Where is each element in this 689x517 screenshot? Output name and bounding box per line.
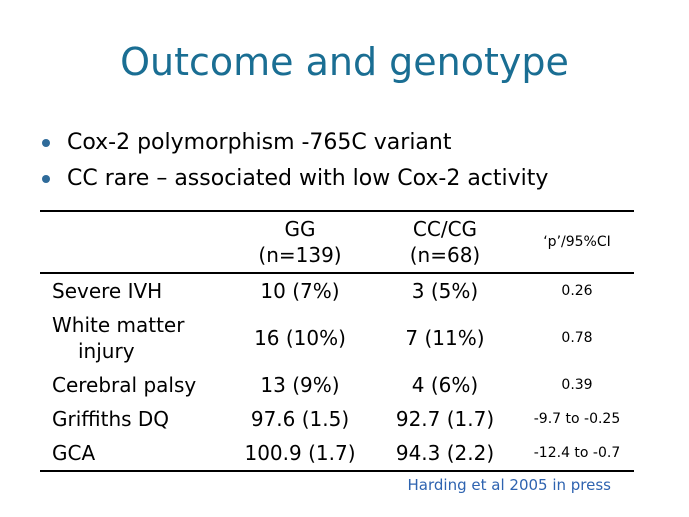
row-label: White matter injury [40, 308, 230, 368]
citation: Harding et al 2005 in press [407, 476, 611, 494]
header-p-ci: ‘p’/95%CI [543, 234, 611, 250]
bullet-item: Cox-2 polymorphism -765C variant [40, 125, 548, 161]
table-header-row: GG (n=139) CC/CG (n=68) ‘p’/95%CI [40, 211, 634, 273]
cell-gg: 10 (7%) [260, 279, 340, 303]
cell-gg: 100.9 (1.7) [244, 441, 356, 465]
table-row: GCA 100.9 (1.7) 94.3 (2.2) -12.4 to -0.7 [40, 436, 634, 471]
header-gg: GG (n=139) [230, 211, 370, 273]
table-row: Severe IVH 10 (7%) 3 (5%) 0.26 [40, 273, 634, 308]
row-label: GCA [52, 441, 96, 465]
table-row: White matter injury 16 (10%) 7 (11%) 0.7… [40, 308, 634, 368]
cell-cc-cg: 4 (6%) [411, 373, 479, 397]
cell-gg: 13 (9%) [260, 373, 340, 397]
bullet-dot-icon [42, 139, 50, 147]
header-empty [40, 211, 230, 273]
cell-p-ci: 0.39 [561, 377, 593, 393]
row-label-line1: White matter [52, 313, 185, 337]
cell-gg: 97.6 (1.5) [250, 407, 350, 431]
row-label: Cerebral palsy [52, 373, 197, 397]
row-label: Severe IVH [52, 279, 163, 303]
cell-cc-cg: 92.7 (1.7) [395, 407, 495, 431]
bullet-text: CC rare – associated with low Cox-2 acti… [67, 166, 549, 191]
row-label: Griffiths DQ [52, 407, 170, 431]
cell-p-ci: 0.78 [561, 330, 593, 346]
header-cc-cg: CC/CG (n=68) [370, 211, 520, 273]
header-gg-name: GG [284, 217, 316, 241]
table-row: Griffiths DQ 97.6 (1.5) 92.7 (1.7) -9.7 … [40, 402, 634, 436]
cell-p-ci: -12.4 to -0.7 [533, 445, 621, 461]
cell-gg: 16 (10%) [254, 326, 346, 350]
bullet-item: CC rare – associated with low Cox-2 acti… [40, 161, 548, 197]
cell-p-ci: 0.26 [561, 283, 593, 299]
row-label-line2: injury [78, 339, 135, 363]
header-gg-n: (n=139) [258, 243, 342, 267]
header-cc-cg-name: CC/CG [412, 217, 478, 241]
cell-cc-cg: 7 (11%) [405, 326, 485, 350]
header-cc-cg-n: (n=68) [409, 243, 481, 267]
cell-cc-cg: 94.3 (2.2) [395, 441, 495, 465]
slide-title: Outcome and genotype [120, 40, 569, 84]
bullet-text: Cox-2 polymorphism -765C variant [67, 130, 452, 155]
bullet-list: Cox-2 polymorphism -765C variant CC rare… [40, 125, 548, 197]
cell-cc-cg: 3 (5%) [411, 279, 479, 303]
cell-p-ci: -9.7 to -0.25 [533, 411, 621, 427]
table-row: Cerebral palsy 13 (9%) 4 (6%) 0.39 [40, 368, 634, 402]
bullet-dot-icon [42, 175, 50, 183]
results-table: GG (n=139) CC/CG (n=68) ‘p’/95%CI Severe… [40, 210, 634, 472]
